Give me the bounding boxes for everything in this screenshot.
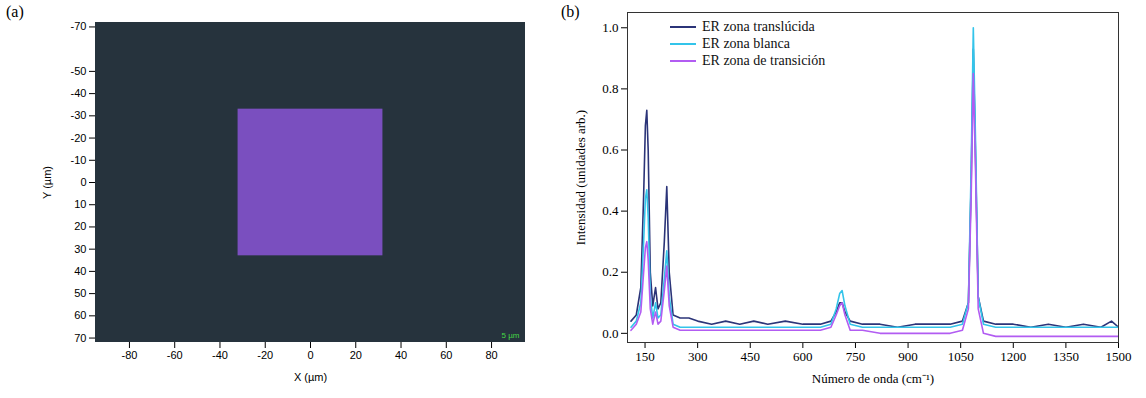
svg-text:0: 0 xyxy=(307,349,313,361)
svg-text:150: 150 xyxy=(635,349,655,364)
svg-text:1350: 1350 xyxy=(1053,349,1079,364)
svg-text:-40: -40 xyxy=(212,349,228,361)
svg-text:60: 60 xyxy=(440,349,452,361)
svg-text:Intensidad (unidades arb.): Intensidad (unidades arb.) xyxy=(573,110,588,245)
svg-text:20: 20 xyxy=(350,349,362,361)
svg-text:0.0: 0.0 xyxy=(602,325,618,340)
svg-text:70: 70 xyxy=(74,332,86,344)
svg-text:1050: 1050 xyxy=(948,349,974,364)
html-text:ER zona translúcida: ER zona translúcida xyxy=(702,18,815,34)
svg-text:-60: -60 xyxy=(167,349,183,361)
svg-text:-70: -70 xyxy=(71,20,87,32)
svg-text:80: 80 xyxy=(485,349,497,361)
svg-text:-40: -40 xyxy=(71,87,87,99)
html-text:ER zona de transición: ER zona de transición xyxy=(702,52,826,68)
svg-text:Número de onda (cm⁻¹): Número de onda (cm⁻¹) xyxy=(812,371,934,386)
svg-text:0.6: 0.6 xyxy=(602,142,619,157)
svg-text:10: 10 xyxy=(74,198,86,210)
svg-text:300: 300 xyxy=(688,349,708,364)
svg-text:450: 450 xyxy=(741,349,761,364)
svg-text:40: 40 xyxy=(395,349,407,361)
svg-text:Y (µm): Y (µm) xyxy=(41,166,53,199)
svg-text:5 µm: 5 µm xyxy=(502,331,520,340)
svg-text:0.8: 0.8 xyxy=(602,81,618,96)
svg-text:900: 900 xyxy=(898,349,918,364)
svg-text:1200: 1200 xyxy=(1000,349,1026,364)
html-text:(a): (a) xyxy=(6,3,24,20)
svg-text:X (µm): X (µm) xyxy=(294,371,327,383)
svg-text:40: 40 xyxy=(74,265,86,277)
svg-text:-20: -20 xyxy=(71,132,87,144)
svg-text:0.2: 0.2 xyxy=(602,264,618,279)
svg-text:60: 60 xyxy=(74,309,86,321)
svg-text:600: 600 xyxy=(793,349,813,364)
svg-text:0.4: 0.4 xyxy=(602,203,619,218)
svg-text:-20: -20 xyxy=(257,349,273,361)
svg-text:-50: -50 xyxy=(71,65,87,77)
svg-text:-10: -10 xyxy=(71,154,87,166)
html-text:(b): (b) xyxy=(561,3,580,20)
svg-text:-30: -30 xyxy=(71,109,87,121)
svg-text:20: 20 xyxy=(74,220,86,232)
svg-text:0: 0 xyxy=(80,176,86,188)
svg-text:30: 30 xyxy=(74,243,86,255)
html-text:ER zona blanca: ER zona blanca xyxy=(702,35,790,51)
svg-text:1500: 1500 xyxy=(1106,349,1132,364)
svg-text:-80: -80 xyxy=(121,349,137,361)
svg-text:750: 750 xyxy=(846,349,866,364)
svg-text:1.0: 1.0 xyxy=(602,20,618,35)
svg-text:50: 50 xyxy=(74,287,86,299)
